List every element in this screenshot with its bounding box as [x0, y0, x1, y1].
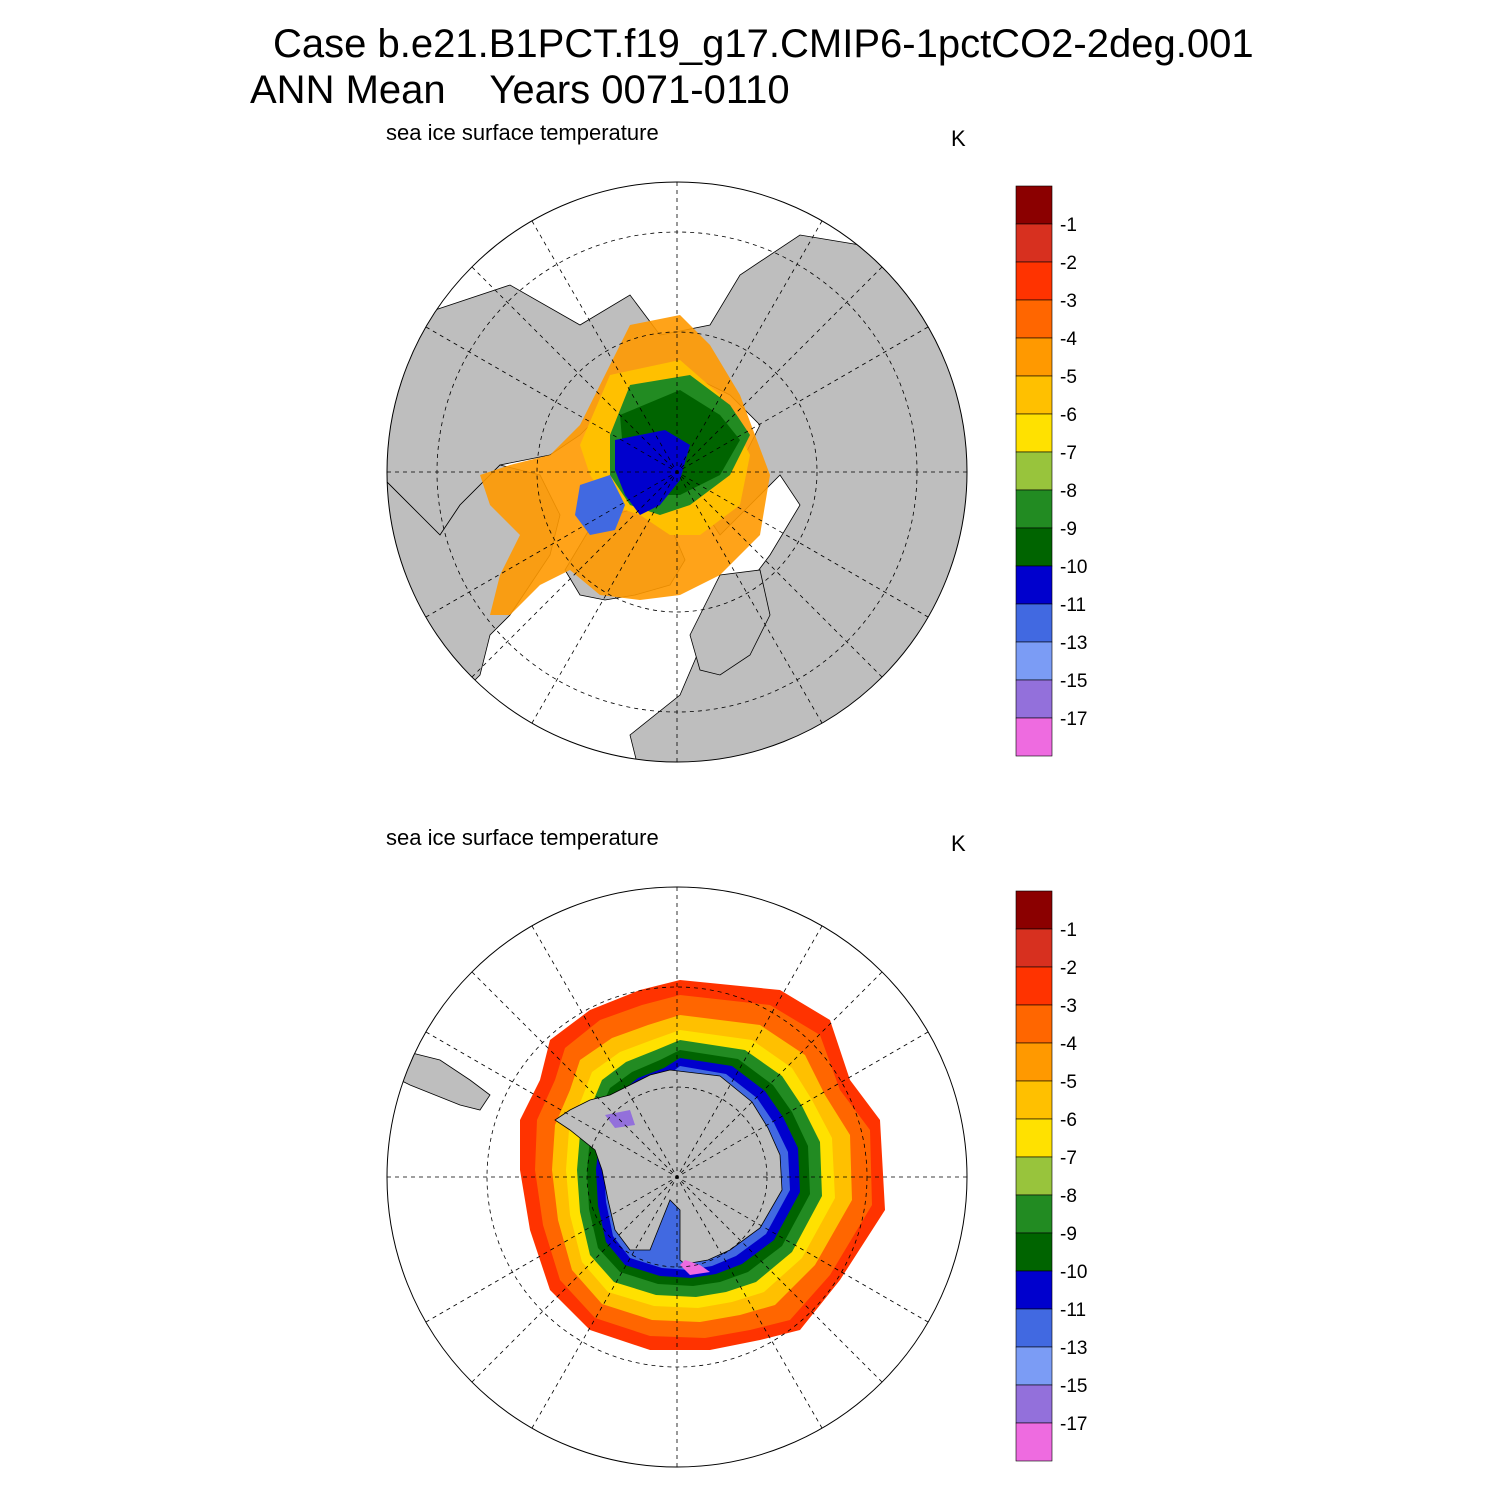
south-colorbar-swatch — [1015, 1422, 1053, 1462]
south-colorbar-swatch — [1015, 1042, 1053, 1082]
south-colorbar-swatch — [1015, 890, 1053, 930]
south-colorbar-swatch — [1015, 928, 1053, 968]
south-colorbar-tick-label: -17 — [1060, 1414, 1087, 1435]
south-colorbar-swatch — [1015, 1346, 1053, 1386]
north-colorbar-swatch — [1015, 261, 1053, 301]
south-colorbar-swatch — [1015, 1308, 1053, 1348]
south-colorbar-tick-label: -2 — [1060, 958, 1077, 979]
north-colorbar-tick-label: -10 — [1060, 557, 1087, 578]
south-colorbar-swatch — [1015, 1156, 1053, 1196]
north-colorbar: -1 -2 -3 -4 -5 -6 -7 -8 -9 -10 -11 -13 -15 -17 — [1015, 185, 1087, 757]
south-colorbar-swatch — [1015, 1270, 1053, 1310]
north-colorbar-swatch — [1015, 413, 1053, 453]
north-colorbar-tick-label: -1 — [1060, 215, 1077, 236]
north-colorbar-swatch — [1015, 223, 1053, 263]
north-colorbar-swatch — [1015, 299, 1053, 339]
north-colorbar-swatch — [1015, 451, 1053, 491]
north-colorbar-tick-label: -17 — [1060, 709, 1087, 730]
south-colorbar-swatch — [1015, 1232, 1053, 1272]
north-colorbar-tick-label: -5 — [1060, 367, 1077, 388]
south-colorbar-tick-label: -10 — [1060, 1262, 1087, 1283]
weddell-sea-purple — [605, 1110, 635, 1128]
south-colorbar-tick-label: -9 — [1060, 1224, 1077, 1245]
south-colorbar-tick-label: -6 — [1060, 1110, 1077, 1131]
north-colorbar-swatch — [1015, 565, 1053, 605]
eurasia-land — [387, 234, 967, 762]
north-colorbar-swatch — [1015, 641, 1053, 681]
north-panel-title: sea ice surface temperature — [386, 120, 659, 145]
south-polar-map — [386, 886, 968, 1468]
south-colorbar-tick-label: -1 — [1060, 920, 1077, 941]
south-colorbar-swatch — [1015, 1004, 1053, 1044]
north-colorbar-tick-label: -8 — [1060, 481, 1077, 502]
north-ice-band-lightblue — [575, 475, 625, 535]
south-colorbar-tick-label: -11 — [1060, 1300, 1086, 1321]
south-panel-title: sea ice surface temperature — [386, 825, 659, 850]
north-graticule — [387, 182, 967, 762]
south-colorbar-tick-label: -3 — [1060, 996, 1077, 1017]
period-title: ANN Mean Years 0071-0110 — [250, 68, 790, 112]
south-colorbar: -1 -2 -3 -4 -5 -6 -7 -8 -9 -10 -11 -13 -15 -17 — [1015, 890, 1087, 1462]
south-colorbar-swatch — [1015, 1118, 1053, 1158]
north-polar-map — [386, 181, 968, 763]
north-colorbar-swatch — [1015, 375, 1053, 415]
north-colorbar-swatch — [1015, 489, 1053, 529]
case-title: Case b.e21.B1PCT.f19_g17.CMIP6-1pctCO2-2… — [273, 22, 1254, 66]
south-colorbar-tick-label: -4 — [1060, 1034, 1077, 1055]
south-colorbar-tick-label: -15 — [1060, 1376, 1087, 1397]
north-colorbar-swatch — [1015, 337, 1053, 377]
north-colorbar-tick-label: -4 — [1060, 329, 1077, 350]
south-colorbar-tick-label: -5 — [1060, 1072, 1077, 1093]
south-graticule — [387, 887, 967, 1467]
south-colorbar-swatch — [1015, 1194, 1053, 1234]
north-units-label: K — [951, 126, 966, 151]
south-colorbar-tick-label: -13 — [1060, 1338, 1087, 1359]
south-colorbar-tick-label: -8 — [1060, 1186, 1077, 1207]
north-ice-band-blue — [615, 430, 690, 515]
north-colorbar-tick-label: -6 — [1060, 405, 1077, 426]
north-colorbar-tick-label: -11 — [1060, 595, 1086, 616]
north-colorbar-tick-label: -13 — [1060, 633, 1087, 654]
south-units-label: K — [951, 831, 966, 856]
north-colorbar-swatch — [1015, 603, 1053, 643]
north-colorbar-swatch — [1015, 679, 1053, 719]
ross-sea-purple — [680, 1260, 710, 1275]
north-colorbar-tick-label: -15 — [1060, 671, 1087, 692]
north-colorbar-tick-label: -9 — [1060, 519, 1077, 540]
scandinavia-land — [689, 569, 771, 676]
south-colorbar-swatch — [1015, 966, 1053, 1006]
north-colorbar-tick-label: -2 — [1060, 253, 1077, 274]
north-colorbar-swatch — [1015, 527, 1053, 567]
north-colorbar-tick-label: -3 — [1060, 291, 1077, 312]
north-colorbar-swatch — [1015, 717, 1053, 757]
north-colorbar-swatch — [1015, 185, 1053, 225]
north-colorbar-tick-label: -7 — [1060, 443, 1077, 464]
south-colorbar-tick-label: -7 — [1060, 1148, 1077, 1169]
south-colorbar-swatch — [1015, 1384, 1053, 1424]
south-colorbar-swatch — [1015, 1080, 1053, 1120]
